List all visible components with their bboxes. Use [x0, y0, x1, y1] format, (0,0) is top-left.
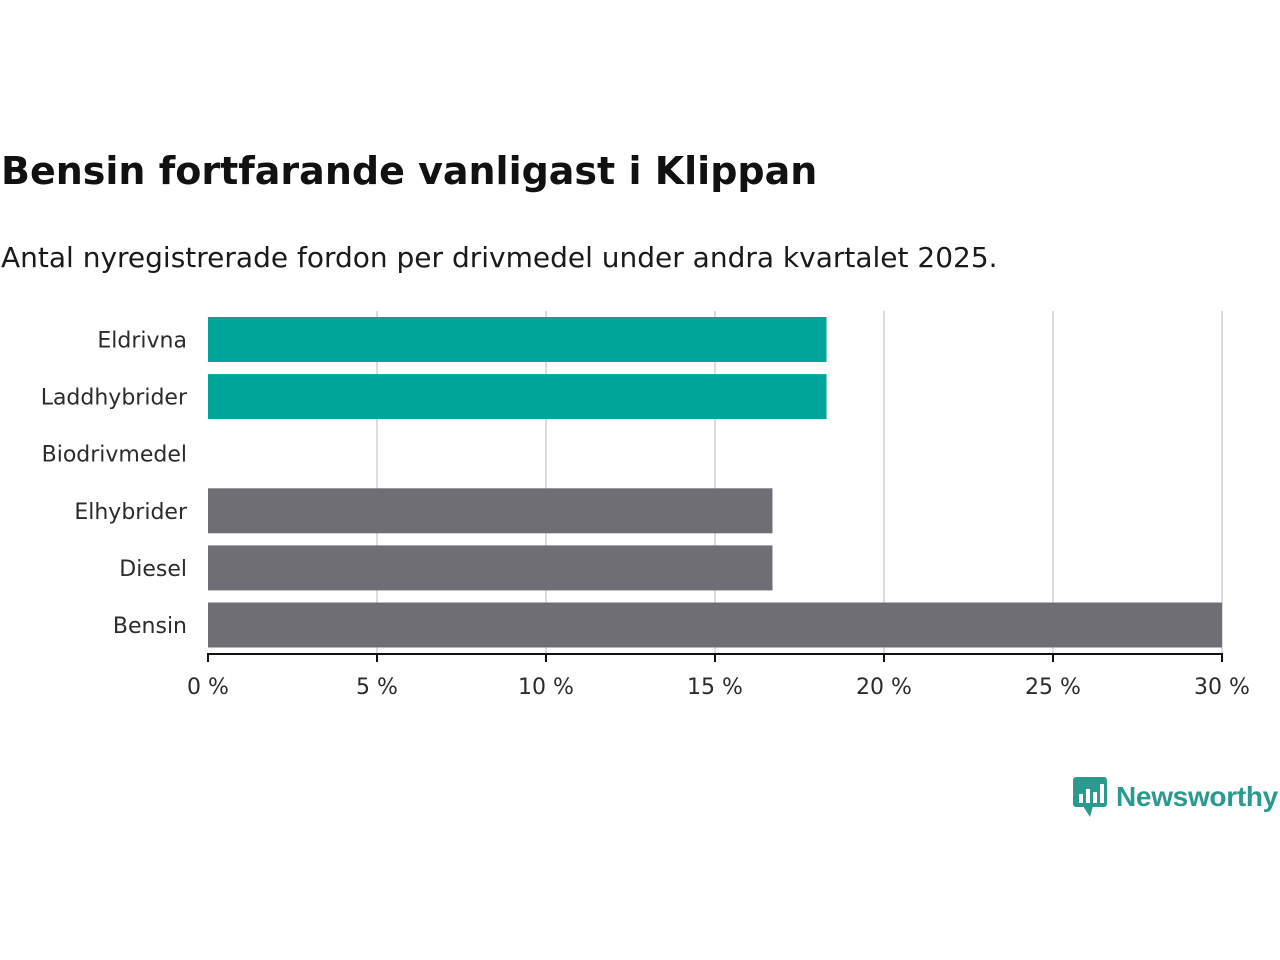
brand-logo: Newsworthy — [1072, 776, 1278, 818]
bar — [208, 317, 827, 362]
gridlines — [376, 311, 1223, 654]
x-tick-label: 10 % — [518, 675, 574, 700]
x-axis: 0 % 5 % 10 % 15 % 20 % 25 % 30 % — [187, 653, 1250, 700]
category-label: Elhybrider — [74, 500, 188, 525]
x-tick-label: 5 % — [356, 675, 398, 700]
category-label: Bensin — [113, 614, 187, 639]
x-tick-label: 15 % — [687, 675, 743, 700]
category-labels: Eldrivna Laddhybrider Biodrivmedel Elhybrid… — [41, 329, 188, 640]
brand-name: Newsworthy — [1116, 781, 1278, 812]
category-label: Biodrivmedel — [42, 443, 187, 468]
x-tick-label: 0 % — [187, 675, 229, 700]
bars — [208, 317, 1222, 648]
category-label: Diesel — [119, 557, 187, 582]
x-tick-label: 30 % — [1194, 675, 1250, 700]
category-label: Eldrivna — [97, 329, 187, 354]
bar — [208, 602, 1222, 648]
bar — [208, 545, 773, 591]
x-tick-label: 20 % — [856, 675, 912, 700]
newsworthy-logo-icon — [1073, 777, 1107, 817]
bar-chart: 0 % 5 % 10 % 15 % 20 % 25 % 30 % Eldrivna Laddh… — [41, 311, 1250, 700]
bar — [208, 374, 827, 420]
bar — [208, 488, 773, 534]
chart-subtitle: Antal nyregistrerade fordon per drivmede… — [1, 241, 998, 274]
x-tick-label: 25 % — [1025, 675, 1081, 700]
chart-title: Bensin fortfarande vanligast i Klippan — [1, 149, 818, 193]
category-label: Laddhybrider — [41, 386, 188, 411]
